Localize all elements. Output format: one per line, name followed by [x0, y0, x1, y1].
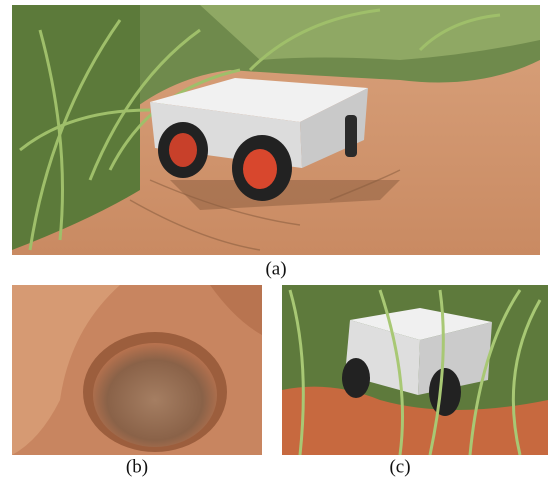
- caption: (b): [126, 456, 148, 477]
- photo-c: [282, 285, 548, 455]
- caption: (c): [389, 456, 410, 477]
- caption: (a): [265, 258, 286, 279]
- photo-a: [12, 5, 540, 255]
- photo-b: [12, 285, 262, 455]
